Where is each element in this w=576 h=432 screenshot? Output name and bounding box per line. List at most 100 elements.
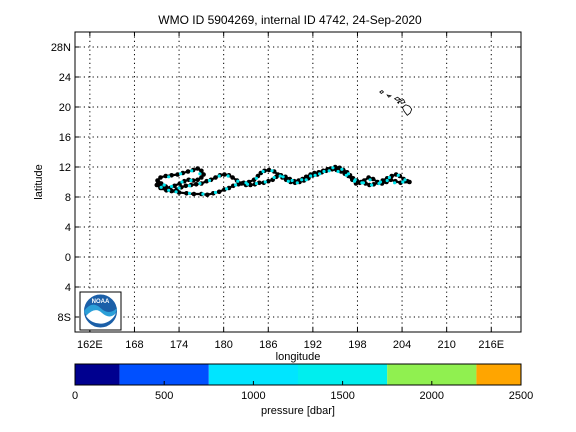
trajectory-point	[183, 183, 189, 189]
colorbar-label: pressure [dbar]	[261, 405, 335, 417]
trajectory-point	[370, 176, 376, 182]
colorbar-bin	[75, 364, 120, 385]
trajectory-point	[213, 175, 218, 180]
y-tick-label: 4	[65, 222, 71, 234]
trajectory-point	[241, 180, 246, 186]
x-axis-ticks: 162E 168 174 180 186 192 198 204 210 216E	[77, 32, 504, 351]
y-tick-label: 20	[59, 102, 71, 114]
parking-point	[295, 181, 299, 185]
parking-point	[162, 183, 166, 187]
parking-point	[167, 175, 171, 179]
trajectory-point	[191, 191, 197, 197]
island-outline	[386, 94, 392, 98]
parking-point	[281, 175, 285, 179]
parking-point	[331, 166, 335, 170]
trajectory-point	[199, 175, 204, 180]
parking-point	[309, 174, 313, 178]
parking-point	[226, 174, 230, 178]
parking-point	[213, 190, 218, 195]
y-axis-label: latitude	[33, 164, 45, 199]
parking-point	[207, 178, 212, 183]
x-tick-label: 198	[348, 339, 366, 351]
parking-point	[254, 181, 258, 186]
parking-point	[170, 184, 174, 189]
trajectory-point	[204, 178, 209, 184]
trajectory-point	[195, 177, 200, 183]
x-tick-label: 204	[393, 339, 411, 351]
x-tick-label: 210	[437, 339, 455, 351]
parking-point	[313, 173, 317, 177]
parking-point	[217, 174, 221, 178]
x-tick-label: 174	[170, 339, 188, 351]
parking-point	[368, 178, 372, 182]
parking-point	[236, 179, 240, 183]
parking-point	[263, 180, 267, 184]
trajectory-point	[163, 173, 168, 179]
parking-point	[261, 169, 265, 174]
parking-point	[318, 172, 322, 176]
parking-point	[198, 181, 202, 186]
parking-point	[198, 172, 202, 176]
parking-point	[385, 178, 389, 183]
colorbar-bin	[298, 364, 388, 385]
parking-point	[254, 176, 258, 180]
parking-point	[159, 185, 163, 189]
parking-point	[401, 180, 405, 184]
trajectory-point	[193, 182, 199, 187]
parking-point	[278, 174, 282, 178]
noaa-logo-text: NOAA	[92, 299, 110, 305]
plot-area	[74, 31, 522, 333]
trajectory-point	[169, 173, 174, 178]
parking-point	[167, 188, 171, 192]
colorbar-tick-label: 0	[72, 390, 78, 402]
parking-point	[387, 175, 391, 180]
trajectory-point	[266, 167, 272, 173]
trajectory-point	[292, 180, 298, 186]
parking-point	[234, 183, 238, 187]
trajectory-point	[216, 189, 222, 195]
colorbar-border	[74, 363, 522, 386]
colorbar-tick-label: 500	[155, 390, 173, 402]
trajectory-point	[154, 182, 160, 188]
parking-point	[396, 173, 400, 177]
trajectory-point	[257, 180, 262, 186]
y-tick-label: 16	[59, 132, 71, 144]
parking-point	[225, 187, 229, 191]
island-outline	[402, 104, 413, 116]
trajectory-point	[205, 192, 210, 198]
x-tick-label: 168	[125, 339, 143, 351]
pressure-colorbar: 0 500 1000 1500 2000 2500 pressure [dbar]	[72, 363, 533, 417]
plot-border	[74, 31, 522, 333]
trajectory-point	[185, 169, 191, 174]
colorbar-tick-label: 2500	[509, 390, 533, 402]
island-outline	[400, 98, 406, 104]
parking-point	[346, 172, 351, 176]
parking-point	[378, 180, 383, 184]
trajectory-point	[230, 175, 235, 180]
trajectory-point	[184, 191, 189, 196]
parking-point	[370, 183, 374, 187]
parking-point	[361, 181, 365, 185]
colorbar-tick-label: 1500	[330, 390, 354, 402]
parking-point	[336, 169, 340, 174]
parking-point	[244, 181, 248, 185]
parking-point	[179, 172, 183, 176]
parking-point	[189, 178, 193, 183]
trajectory-point	[266, 178, 271, 184]
trajectory-point	[222, 172, 227, 177]
y-tick-label: 8	[65, 192, 71, 204]
trajectory-point	[199, 168, 204, 174]
parking-point	[304, 178, 308, 182]
x-tick-label: 216E	[478, 339, 504, 351]
trajectory-point	[164, 188, 169, 193]
parking-point	[403, 178, 407, 182]
parking-point	[180, 180, 184, 184]
colorbar-bin	[387, 364, 477, 385]
parking-point	[290, 178, 294, 183]
colorbar-bin	[208, 364, 298, 385]
parking-point	[393, 181, 397, 185]
parking-point	[327, 169, 331, 173]
parking-point	[300, 178, 304, 182]
hawaii-islands	[379, 89, 413, 116]
trajectory-point	[169, 188, 174, 194]
